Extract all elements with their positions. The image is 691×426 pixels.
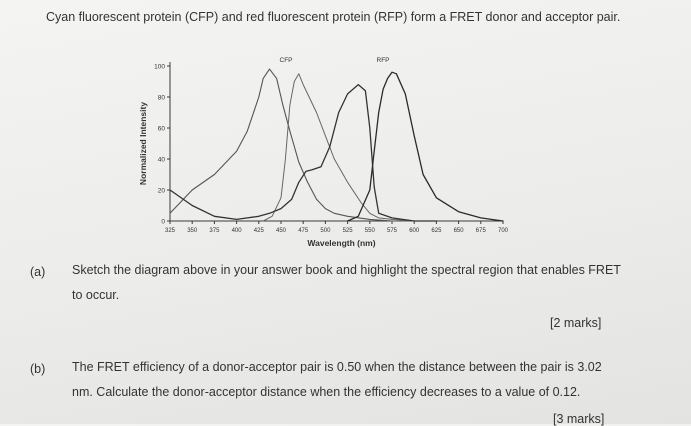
- part-b-line-1: The FRET efficiency of a donor-acceptor …: [72, 360, 602, 374]
- part-a-marks: [2 marks]: [550, 316, 602, 330]
- spectrum-curve: [169, 83, 438, 222]
- part-a-line-1: Sketch the diagram above in your answer …: [72, 263, 621, 277]
- x-tick-label: 550: [365, 228, 376, 234]
- x-tick-label: 350: [187, 228, 198, 234]
- x-tick-label: 675: [476, 228, 487, 234]
- y-tick-label: 80: [158, 95, 166, 102]
- spectrum-curve: [169, 68, 437, 222]
- chart-curves: [169, 68, 504, 222]
- annotation-label: RFP: [377, 57, 390, 64]
- x-tick-label: 375: [209, 228, 220, 234]
- part-b-question: The FRET efficiency of a donor-acceptor …: [72, 355, 602, 405]
- spectrum-curve: [262, 73, 437, 222]
- x-axis-title: Wavelength (nm): [307, 238, 375, 248]
- x-tick-label: 450: [276, 228, 287, 234]
- spectrum-curve: [346, 71, 504, 222]
- x-tick-label: 475: [298, 228, 309, 234]
- annotation-label: CFP: [280, 57, 293, 64]
- y-tick-label: 100: [154, 64, 165, 71]
- y-tick-label: 20: [158, 188, 166, 195]
- part-a-question: Sketch the diagram above in your answer …: [72, 258, 621, 308]
- x-tick-label: 700: [498, 228, 509, 234]
- chart-axes: [167, 62, 504, 224]
- part-b-label: (b): [30, 362, 46, 376]
- x-tick-label: 525: [343, 228, 354, 234]
- x-tick-label: 650: [454, 228, 465, 234]
- intro-text: Cyan fluorescent protein (CFP) and red f…: [46, 10, 621, 24]
- x-tick-label: 575: [387, 228, 398, 234]
- y-tick-label: 60: [158, 126, 166, 133]
- x-tick-label: 600: [409, 228, 420, 234]
- part-b-line-2: nm. Calculate the donor-acceptor distanc…: [72, 385, 581, 399]
- part-a-line-2: to occur.: [72, 288, 120, 302]
- x-tick-label: 625: [431, 228, 442, 234]
- x-tick-label: 400: [232, 228, 243, 234]
- y-tick-label: 0: [161, 219, 165, 226]
- chart-labels: 0 20 40 60 80 100 325 350 375 400 425 450 475 500 525 5…: [138, 57, 509, 248]
- x-tick-label: 425: [254, 228, 265, 234]
- x-tick-label: 325: [165, 228, 176, 234]
- y-tick-label: 40: [158, 157, 166, 164]
- part-b-marks: [3 marks]: [553, 412, 605, 426]
- part-a-label: (a): [30, 265, 46, 279]
- x-tick-label: 500: [320, 228, 331, 234]
- y-axis-title: Normalized Intensity: [138, 102, 148, 185]
